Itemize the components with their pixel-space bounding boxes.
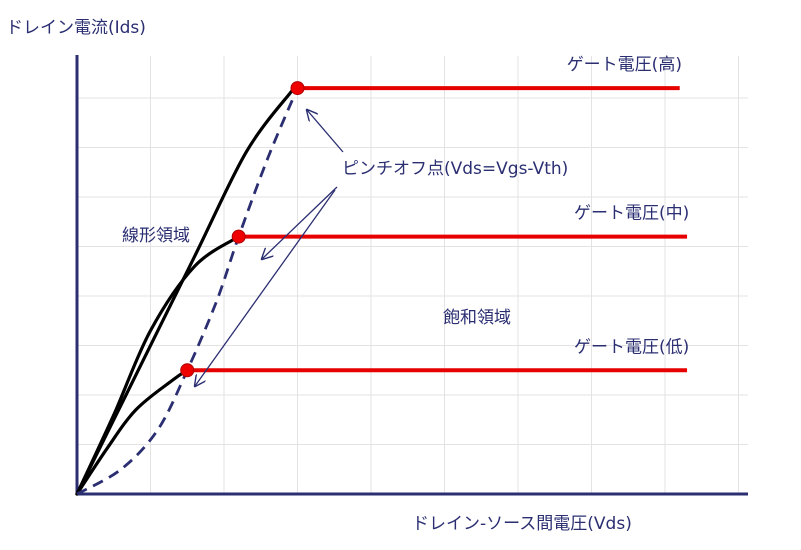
grid: [77, 56, 748, 494]
pinchoff-annotation: ピンチオフ点(Vds=Vgs-Vth): [342, 159, 568, 179]
linear-curve-2: [75, 368, 189, 496]
linear-region-label: 線形領域: [122, 226, 190, 246]
pinchoff-layer: [76, 81, 305, 496]
linear-curve-1: [75, 235, 241, 496]
curve-label-0: ゲート電圧(高): [567, 55, 682, 75]
pinchoff-arrow-high: [307, 110, 344, 153]
x-axis-label: ドレイン-ソース間電圧(Vds): [412, 514, 632, 534]
curves: ゲート電圧(高) ゲート電圧(中) ゲート電圧(低): [75, 55, 689, 496]
pinchoff-arrow-low: [195, 189, 336, 386]
pinchoff-arrow-mid: [262, 186, 338, 259]
saturation-region-label: 飽和領域: [443, 308, 511, 328]
pinchoff-point-1: [231, 229, 246, 244]
curve-label-2: ゲート電圧(低): [574, 337, 689, 357]
linear-curve-0: [75, 85, 300, 496]
curve-label-1: ゲート電圧(中): [574, 204, 689, 224]
pinchoff-point-2: [180, 363, 195, 378]
y-axis-label: ドレイン電流(Ids): [6, 18, 146, 38]
pinchoff-arrows: [195, 110, 344, 386]
pinchoff-point-0: [290, 81, 305, 96]
pinchoff-locus: [76, 87, 299, 496]
